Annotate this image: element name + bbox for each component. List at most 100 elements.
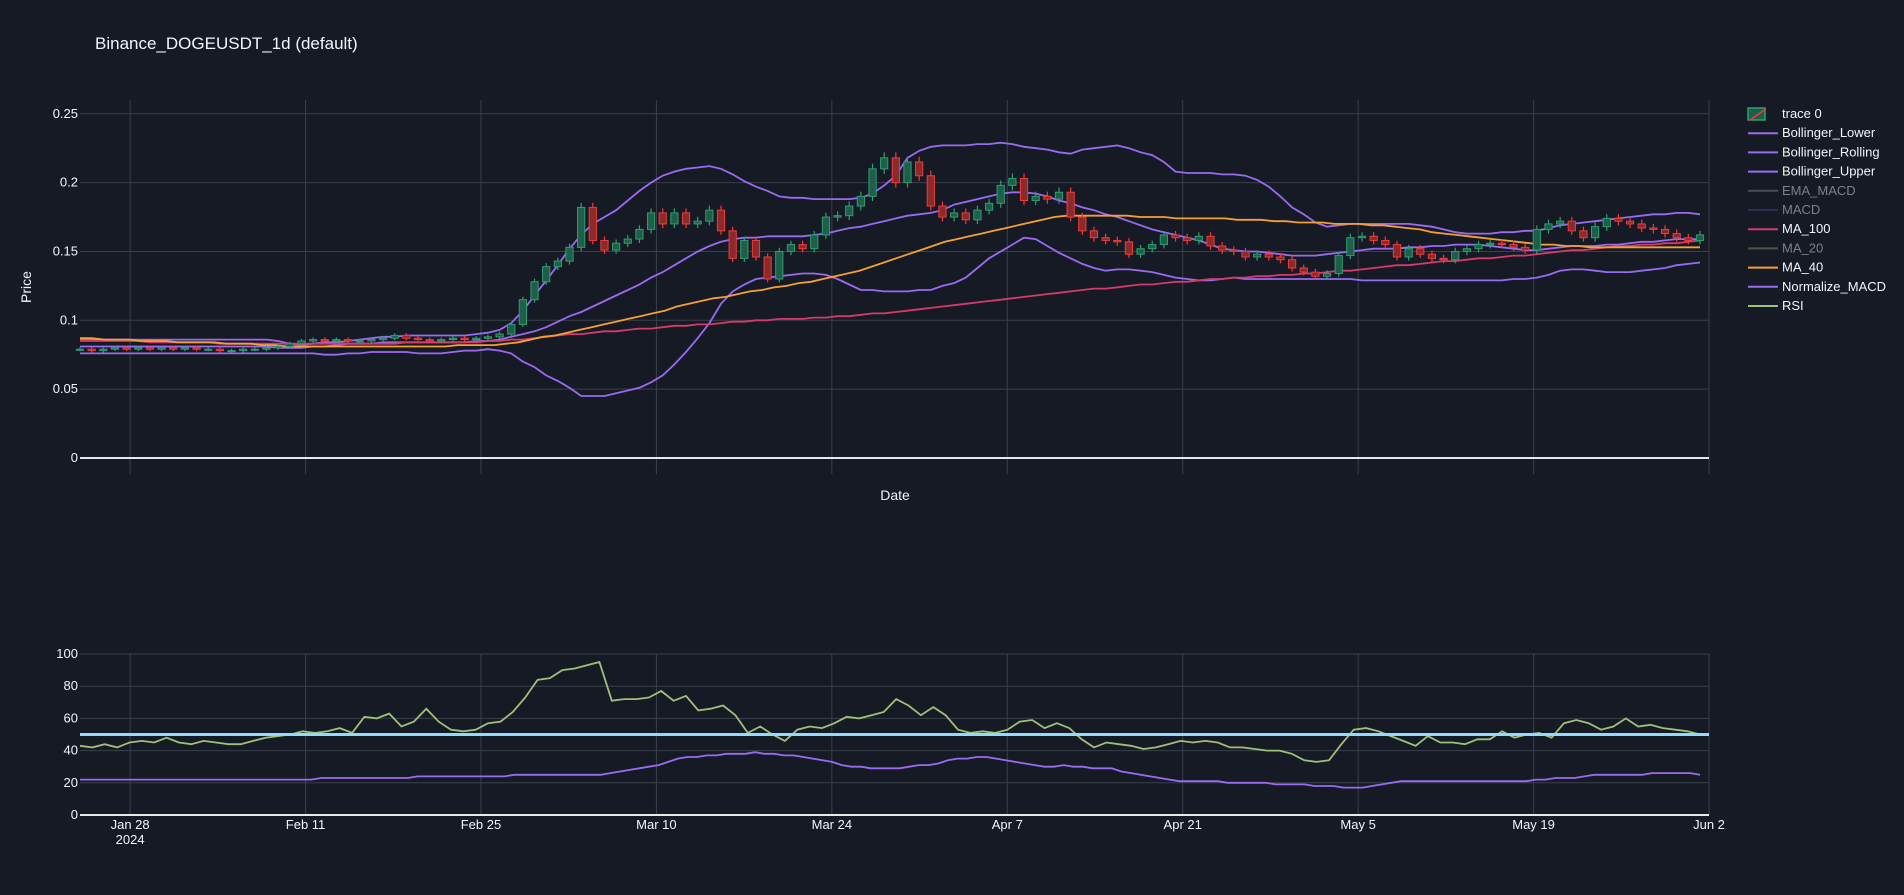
x-tick-label: Feb 25 xyxy=(461,817,501,832)
candle-body xyxy=(297,340,306,345)
candle-body xyxy=(413,337,423,341)
candle-body xyxy=(1218,245,1227,251)
candle-body xyxy=(1684,237,1693,241)
legend-label: Bollinger_Upper xyxy=(1782,164,1876,179)
candle-body xyxy=(821,216,831,236)
candle-body xyxy=(1159,234,1168,246)
candle-body xyxy=(87,348,96,352)
candle-body xyxy=(984,202,994,211)
candle-body xyxy=(355,340,364,343)
candle-body xyxy=(332,339,341,342)
x-tick-label: Apr 7 xyxy=(992,817,1023,832)
candle-body xyxy=(1497,242,1506,246)
candle-body xyxy=(600,239,609,251)
x-tick-label: Jan 28 xyxy=(111,817,150,832)
candle-body xyxy=(204,348,213,351)
candle-body xyxy=(1136,248,1145,255)
candle-body xyxy=(658,212,667,225)
candle-body xyxy=(1474,244,1483,250)
candle-body xyxy=(1089,230,1099,239)
candle-body xyxy=(996,184,1005,204)
candle-body xyxy=(507,323,516,335)
candle-body xyxy=(472,337,481,341)
candle-body xyxy=(1043,195,1052,200)
price-panel-grid xyxy=(80,100,1710,474)
candle-body xyxy=(1381,239,1390,246)
candle-body xyxy=(868,168,877,197)
candle-body xyxy=(1509,244,1518,248)
candle-body xyxy=(134,347,143,350)
series-line-ma-100 xyxy=(80,239,1701,345)
candle-body xyxy=(705,209,714,222)
x-tick-label: Mar 24 xyxy=(812,817,852,832)
candle-body xyxy=(1229,249,1238,252)
axes: Jan 28 Feb 11 Feb 25 Mar 10 Mar 24 Apr 7 Apr 2… xyxy=(53,106,1725,847)
candle-body xyxy=(588,206,597,241)
candle-body xyxy=(99,348,108,352)
price-y-tick-label: 0.1 xyxy=(60,312,78,327)
candle-body xyxy=(1357,235,1367,239)
price-y-tick-label: 0.25 xyxy=(53,106,78,121)
legend-label: MA_100 xyxy=(1782,221,1830,236)
candle-body xyxy=(285,343,294,347)
candle-body xyxy=(1031,195,1040,202)
candle-body xyxy=(740,239,749,259)
candle-body xyxy=(1124,241,1134,255)
candle-body xyxy=(1171,234,1180,239)
candle-body xyxy=(670,212,679,225)
x-tick-label: Apr 21 xyxy=(1164,817,1202,832)
x-tick-label: Jun 2 xyxy=(1693,817,1725,832)
candle-body xyxy=(308,339,318,342)
candle-body xyxy=(833,215,842,218)
candle-body xyxy=(880,157,889,170)
candle-body xyxy=(728,230,737,259)
candle-body xyxy=(1404,248,1413,258)
legend-label: MA_20 xyxy=(1782,240,1823,255)
candle-body xyxy=(786,244,796,252)
candle-body xyxy=(1451,250,1460,261)
candle-body xyxy=(1556,220,1565,225)
candle-body xyxy=(75,348,85,351)
rsi-y-tick-label: 60 xyxy=(64,710,78,725)
rsi-y-tick-label: 80 xyxy=(64,678,78,693)
price-y-tick-label: 0.15 xyxy=(53,243,78,258)
candle-body xyxy=(1649,227,1658,230)
rsi-y-tick-label: 40 xyxy=(64,743,78,758)
legend-label: MA_40 xyxy=(1782,260,1823,275)
legend-label: Bollinger_Rolling xyxy=(1782,144,1880,159)
candle-body xyxy=(681,212,691,225)
price-y-tick-label: 0 xyxy=(71,450,78,465)
candle-body xyxy=(1567,220,1576,232)
candle-body xyxy=(810,234,819,250)
candle-body xyxy=(577,206,586,248)
candle-body xyxy=(239,348,248,352)
series-line-rsi xyxy=(79,660,1701,763)
candle-body xyxy=(1253,253,1262,258)
candle-body xyxy=(751,239,761,258)
candle-body xyxy=(343,339,353,342)
candle-body xyxy=(542,266,551,283)
candle-body xyxy=(530,281,539,301)
candle-body xyxy=(437,339,446,342)
candle-body xyxy=(1579,230,1588,239)
legend-swatch-candle-down xyxy=(1749,108,1767,121)
candle-body xyxy=(1521,246,1530,251)
candle-body xyxy=(949,212,959,218)
price-panel-series xyxy=(80,141,1701,397)
legend-label: MACD xyxy=(1782,202,1820,217)
candle-body xyxy=(425,339,434,342)
candle-body xyxy=(192,347,201,350)
candle-body xyxy=(1299,267,1308,273)
x-axis-label: Date xyxy=(880,487,910,503)
candle-body xyxy=(1637,223,1646,229)
legend-label: RSI xyxy=(1782,298,1804,313)
candle-body xyxy=(1427,253,1437,259)
rsi-panel-series xyxy=(79,660,1709,789)
candle-body xyxy=(1148,244,1157,250)
candle-body xyxy=(1241,250,1250,258)
candle-body xyxy=(716,209,726,232)
candle-body xyxy=(1614,217,1623,222)
candle-body xyxy=(798,244,807,250)
candle-body xyxy=(565,246,574,262)
candlestick-series xyxy=(75,152,1705,353)
